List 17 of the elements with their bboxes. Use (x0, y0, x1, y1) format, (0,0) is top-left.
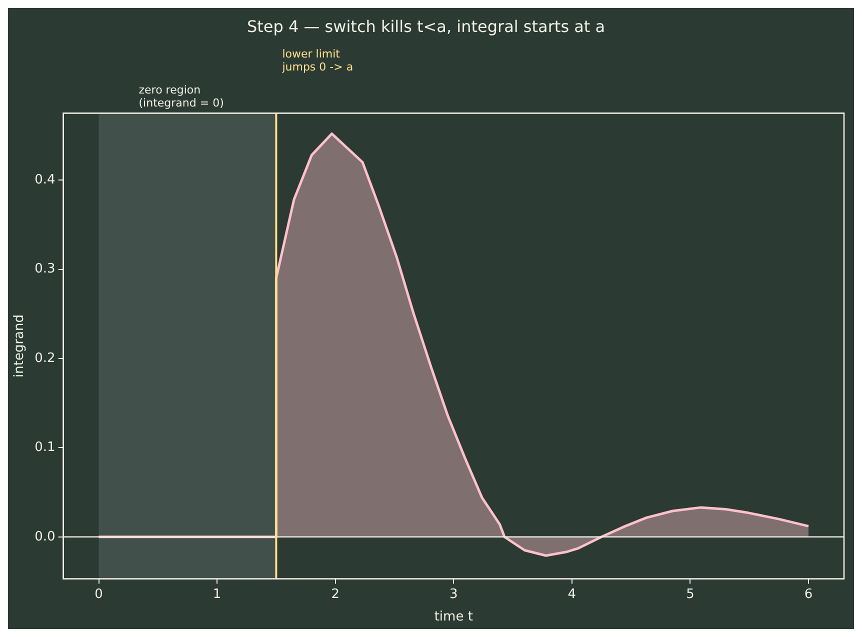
y-axis-title: integrand (12, 314, 28, 378)
x-tick-label: 1 (212, 586, 222, 602)
x-tick-label: 5 (686, 586, 694, 602)
ref-line-label: lower limit jumps 0 -> a (281, 48, 354, 74)
x-tick-label: 4 (568, 586, 576, 602)
x-tick-label: 0 (94, 586, 103, 602)
y-tick-label: 0.3 (34, 262, 56, 277)
y-tick-label: 0.4 (34, 172, 56, 188)
x-axis-title: time t (434, 610, 473, 625)
y-tick-label: 0.2 (34, 350, 56, 366)
x-tick-label: 2 (331, 586, 340, 602)
y-tick-label: 0.0 (34, 529, 56, 544)
x-tick-label: 6 (804, 586, 813, 602)
chart-title: Step 4 — switch kills t<a, integral starts at a (246, 16, 606, 36)
y-tick-label: 0.1 (34, 440, 56, 456)
x-tick-label: 3 (449, 586, 458, 602)
band-label: zero region (integrand = 0) (138, 84, 224, 110)
